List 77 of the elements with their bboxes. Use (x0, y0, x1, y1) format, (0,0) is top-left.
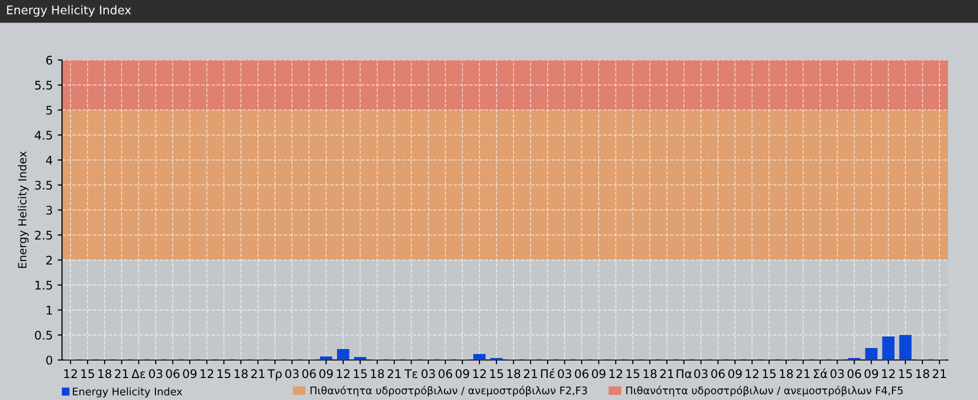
x-tick-label: Δε (132, 369, 146, 378)
x-tick-label: 06 (302, 369, 316, 378)
x-tick-label: 12 (336, 369, 350, 378)
x-tick-label: 03 (830, 369, 844, 378)
x-tick-label: 03 (422, 369, 435, 378)
x-tick-label: 18 (234, 369, 248, 378)
x-tick-label: 12 (200, 369, 214, 378)
x-tick-label: 18 (507, 369, 520, 378)
x-tick-label: 15 (899, 369, 912, 378)
x-tick-label: 15 (490, 369, 503, 378)
y-tick-label: 3.5 (35, 180, 52, 190)
x-tick-label: 09 (592, 369, 606, 378)
y-tick-label: 5.5 (35, 80, 52, 90)
x-tick-label: 12 (64, 369, 77, 378)
x-tick-label: 15 (218, 369, 230, 378)
x-tick-label: Τε (404, 369, 418, 378)
bar (473, 354, 486, 360)
y-tick-label: 2 (46, 256, 52, 264)
chart-title: Energy Helicity Index (7, 5, 132, 17)
x-tick-label: 06 (166, 369, 180, 378)
x-tick-label: 12 (882, 369, 895, 378)
legend-label: Energy Helicity Index (72, 387, 182, 398)
x-tick-label: 21 (114, 369, 128, 378)
x-tick-label: 06 (574, 369, 588, 378)
x-tick-label: 06 (438, 369, 452, 378)
y-tick-label: 6 (46, 56, 52, 65)
x-tick-label: 03 (558, 369, 572, 378)
legend-label: Πιθανότητα υδροστρόβιλων / ανεμοστρόβιλων F4,F5 (626, 386, 903, 396)
bar (354, 357, 366, 360)
x-tick-label: 09 (864, 369, 878, 378)
x-tick-label: 12 (746, 369, 758, 378)
x-tick-label: 21 (251, 369, 264, 378)
x-tick-label: 18 (98, 369, 112, 378)
x-tick-label: 18 (644, 369, 657, 378)
x-tick-label: 21 (388, 369, 401, 378)
x-tick-label: 12 (610, 369, 622, 378)
y-tick-label: 1.5 (35, 280, 52, 290)
bar (882, 336, 894, 360)
y-tick-label: 3 (46, 206, 52, 215)
x-tick-label: 03 (148, 369, 162, 378)
x-tick-label: 12 (473, 369, 486, 378)
x-tick-label: 15 (626, 369, 640, 378)
x-tick-label: 21 (524, 369, 537, 378)
bar (899, 335, 912, 360)
x-tick-label: 06 (711, 369, 725, 378)
x-tick-label: Τρ (268, 369, 282, 380)
y-axis-title: Energy Helicity Index (18, 151, 29, 268)
y-tick-label: 1 (46, 306, 52, 314)
x-tick-label: 03 (285, 369, 299, 378)
x-tick-label: 09 (456, 369, 470, 378)
x-tick-label: 18 (370, 369, 384, 378)
y-tick-label: 4.5 (34, 130, 52, 140)
y-tick-label: 0 (46, 356, 52, 365)
x-tick-label: 21 (660, 369, 674, 378)
y-tick-label: 2.5 (35, 230, 52, 240)
x-tick-label: 18 (780, 369, 793, 378)
x-tick-label: 09 (183, 369, 196, 378)
x-tick-label: Σά (814, 368, 828, 378)
y-tick-label: 0.5 (34, 330, 52, 340)
x-tick-label: 03 (694, 369, 708, 378)
bar (337, 349, 350, 360)
x-tick-label: 21 (932, 369, 946, 378)
x-tick-label: Πα (676, 369, 692, 378)
x-tick-label: 15 (354, 369, 367, 378)
y-tick-label: 4 (46, 156, 52, 164)
y-tick-label: 5 (46, 106, 52, 115)
x-tick-label: 21 (796, 369, 810, 378)
x-tick-label: 15 (81, 369, 94, 378)
x-tick-label: 18 (916, 369, 930, 378)
x-tick-label: 15 (762, 369, 776, 378)
legend-label: Πιθανότητα υδροστρόβιλων / ανεμοστρόβιλων F2,F3 (310, 386, 587, 396)
x-tick-label: Πέ (541, 368, 554, 378)
x-tick-label: 09 (319, 369, 333, 378)
x-tick-label: 09 (728, 369, 742, 378)
bar (320, 356, 332, 360)
x-tick-label: 06 (848, 369, 862, 378)
bar (865, 348, 878, 360)
